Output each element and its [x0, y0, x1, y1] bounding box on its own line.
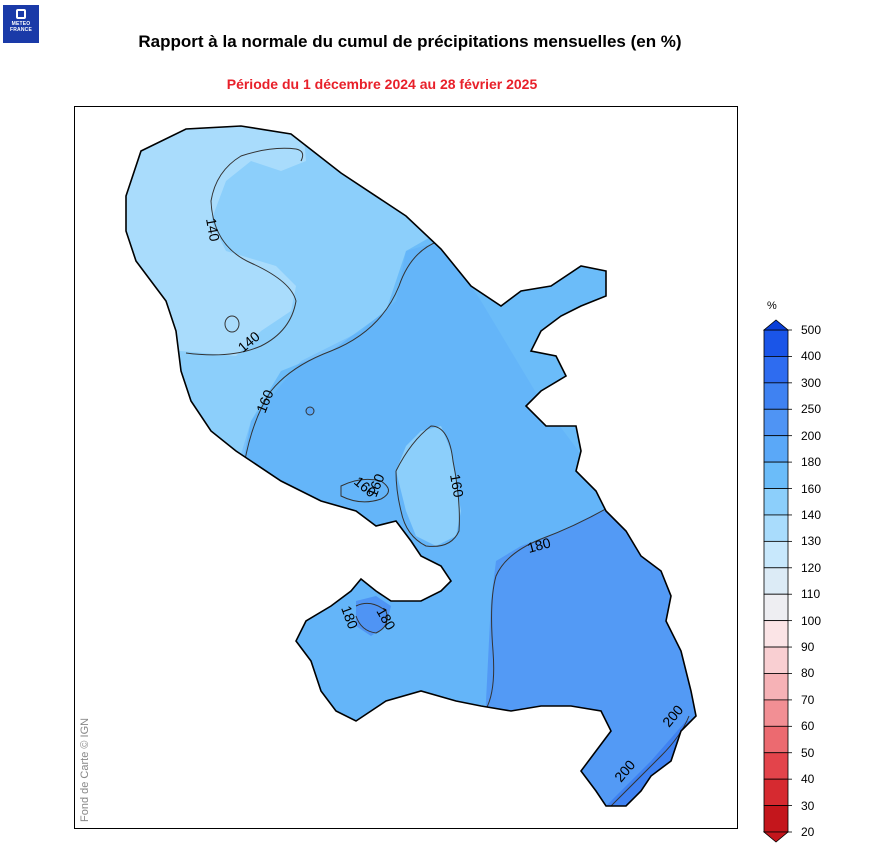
- legend-label: 200: [801, 428, 822, 443]
- legend-swatch: [763, 382, 789, 410]
- legend-label: 90: [801, 640, 815, 655]
- legend-swatch: [763, 329, 789, 357]
- legend-swatch: [763, 778, 789, 806]
- legend-swatch: [763, 461, 789, 489]
- legend-swatch: [763, 699, 789, 727]
- map-credit: Fond de Carte © IGN: [79, 717, 91, 822]
- legend-label: 160: [801, 481, 822, 496]
- legend-label: 20: [801, 825, 815, 839]
- legend-label: 400: [801, 349, 822, 364]
- rainfall-map: 140 140 160 160 160 160 180 180 180 200 …: [125, 125, 697, 807]
- contour-label: 180: [338, 604, 361, 632]
- legend-swatch: [763, 593, 789, 622]
- logo-text-line1: METEO: [11, 21, 31, 27]
- legend-swatch: [763, 567, 789, 595]
- legend-label: 130: [801, 534, 822, 549]
- logo-mark-icon: [16, 9, 26, 19]
- legend-label: 70: [801, 692, 815, 707]
- legend-swatch: [763, 673, 789, 701]
- legend-label: 180: [801, 455, 822, 470]
- contour-label: 160: [447, 473, 467, 499]
- contour-label: 180: [526, 534, 553, 556]
- legend-label: 250: [801, 402, 822, 417]
- color-legend: [762, 319, 792, 843]
- period-subtitle: Période du 1 décembre 2024 au 28 février…: [226, 76, 538, 92]
- legend-labels: 500 400 300 250 200 180 160 140 130 120 110 100 90 80…: [801, 318, 841, 844]
- legend-bottom-arrow: [762, 831, 790, 843]
- legend-swatch: [763, 408, 789, 437]
- legend-swatch: [763, 805, 789, 833]
- logo-text-line2: FRANCE: [9, 27, 33, 33]
- legend-label: 500: [801, 323, 822, 337]
- legend-swatch: [763, 514, 789, 542]
- precipitation-fill: [126, 126, 696, 806]
- legend-swatch: [763, 725, 789, 754]
- contour-label: 140: [203, 217, 223, 243]
- meteo-france-logo: METEO FRANCE: [3, 5, 39, 43]
- legend-swatch: [763, 540, 789, 569]
- legend-swatch: [763, 752, 789, 780]
- legend-label: 50: [801, 745, 815, 760]
- map-frame: 140 140 160 160 160 160 180 180 180 200 …: [74, 106, 738, 829]
- legend-unit: %: [767, 300, 777, 312]
- page-title: Rapport à la normale du cumul de précipi…: [138, 32, 682, 51]
- legend-swatch: [763, 435, 789, 463]
- legend-label: 60: [801, 719, 815, 734]
- legend-label: 110: [801, 587, 821, 602]
- legend-swatch: [763, 488, 789, 516]
- legend-swatch: [763, 620, 789, 648]
- legend-swatch: [763, 646, 789, 674]
- legend-label: 30: [801, 798, 815, 813]
- legend-label: 80: [801, 666, 815, 681]
- legend-label: 300: [801, 375, 822, 390]
- legend-top-arrow: [762, 319, 790, 331]
- legend-label: 40: [801, 772, 815, 787]
- legend-label: 140: [801, 507, 822, 522]
- legend-label: 120: [801, 560, 822, 575]
- legend-label: 100: [801, 613, 822, 628]
- legend-swatch: [763, 356, 789, 384]
